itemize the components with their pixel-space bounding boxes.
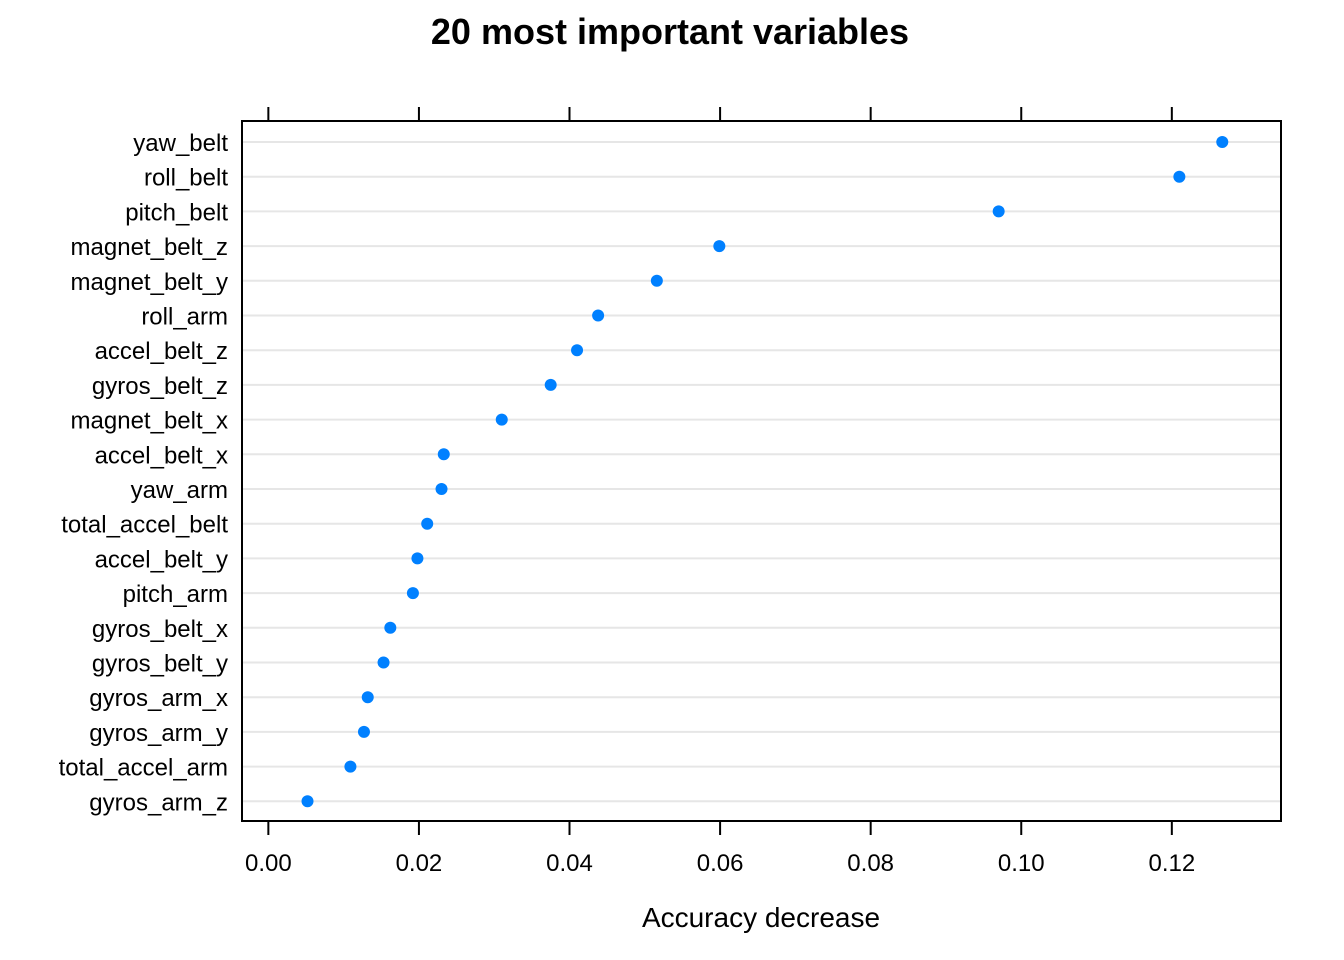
- data-point: [421, 517, 434, 530]
- data-point: [592, 309, 605, 322]
- x-tick-label: 0.00: [245, 850, 292, 877]
- y-tick-label: gyros_belt_z: [92, 373, 228, 400]
- data-point: [437, 448, 450, 461]
- y-tick-label: pitch_belt: [125, 199, 228, 226]
- x-axis-title: Accuracy decrease: [642, 902, 880, 933]
- data-point: [384, 621, 397, 634]
- y-tick-label: magnet_belt_y: [71, 269, 228, 296]
- x-tick-label: 0.12: [1148, 850, 1195, 877]
- y-tick-label: total_accel_arm: [59, 755, 228, 782]
- gridlines: [242, 141, 1281, 803]
- y-tick-label: accel_belt_z: [95, 338, 228, 365]
- y-tick-label: gyros_belt_y: [92, 651, 228, 678]
- x-tick-label: 0.06: [697, 850, 744, 877]
- y-tick-label: magnet_belt_x: [71, 408, 228, 435]
- y-tick-label: accel_belt_x: [95, 442, 228, 469]
- data-points: [301, 136, 1229, 808]
- chart-title: 20 most important variables: [431, 11, 909, 52]
- data-point: [495, 413, 508, 426]
- data-point: [435, 483, 448, 495]
- y-tick-label: roll_arm: [141, 304, 228, 331]
- x-tick-label: 0.10: [998, 850, 1045, 877]
- axis-ticks: [267, 107, 1173, 835]
- data-point: [713, 240, 726, 253]
- x-tick-label: 0.02: [396, 850, 443, 877]
- data-point: [544, 378, 557, 391]
- data-point: [357, 725, 370, 738]
- y-tick-label: total_accel_belt: [61, 512, 228, 539]
- data-point: [301, 795, 314, 808]
- y-tick-label: gyros_arm_x: [89, 685, 228, 712]
- y-tick-label: yaw_belt: [133, 130, 228, 157]
- plot-frame: [241, 120, 1282, 822]
- data-point: [361, 691, 374, 704]
- data-point: [1173, 170, 1186, 183]
- y-tick-label: gyros_belt_x: [92, 616, 228, 643]
- data-point: [1216, 136, 1229, 148]
- data-point: [992, 205, 1005, 218]
- y-tick-label: gyros_arm_y: [89, 720, 228, 747]
- data-point: [344, 760, 357, 773]
- x-axis-tick-labels: 0.00 0.02 0.04 0.06 0.08 0.10 0.12: [245, 850, 1195, 877]
- data-point: [571, 344, 584, 357]
- x-tick-label: 0.04: [546, 850, 593, 877]
- y-tick-label: magnet_belt_z: [71, 234, 228, 261]
- y-tick-label: gyros_arm_z: [89, 789, 228, 816]
- y-tick-label: yaw_arm: [131, 477, 228, 504]
- data-point: [377, 656, 390, 669]
- y-tick-label: roll_belt: [144, 165, 228, 192]
- y-axis-labels: yaw_belt roll_belt pitch_belt magnet_belt_z…: [59, 130, 229, 816]
- data-point: [406, 587, 419, 600]
- y-tick-label: pitch_arm: [123, 581, 228, 608]
- data-point: [411, 552, 424, 565]
- y-tick-label: accel_belt_y: [95, 546, 228, 573]
- data-point: [650, 274, 663, 287]
- x-tick-label: 0.08: [847, 850, 894, 877]
